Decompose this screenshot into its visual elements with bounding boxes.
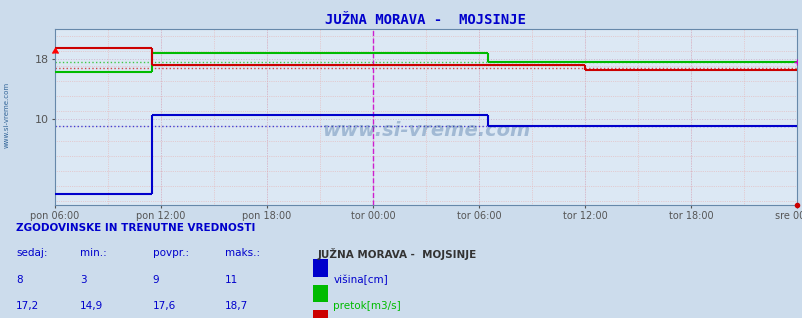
Text: ZGODOVINSKE IN TRENUTNE VREDNOSTI: ZGODOVINSKE IN TRENUTNE VREDNOSTI — [16, 223, 255, 232]
Text: višina[cm]: višina[cm] — [333, 275, 387, 286]
Text: www.si-vreme.com: www.si-vreme.com — [3, 81, 10, 148]
Text: 9: 9 — [152, 275, 159, 285]
Title: JUŽNA MORAVA -  MOJSINJE: JUŽNA MORAVA - MOJSINJE — [325, 13, 526, 27]
Text: 8: 8 — [16, 275, 22, 285]
Text: www.si-vreme.com: www.si-vreme.com — [322, 121, 529, 141]
Text: JUŽNA MORAVA -  MOJSINJE: JUŽNA MORAVA - MOJSINJE — [317, 248, 476, 260]
Text: 3: 3 — [80, 275, 87, 285]
Text: 18,7: 18,7 — [225, 301, 248, 310]
Text: povpr.:: povpr.: — [152, 248, 188, 258]
Text: 11: 11 — [225, 275, 238, 285]
Text: maks.:: maks.: — [225, 248, 260, 258]
Text: 14,9: 14,9 — [80, 301, 103, 310]
Text: min.:: min.: — [80, 248, 107, 258]
Text: sedaj:: sedaj: — [16, 248, 47, 258]
Text: pretok[m3/s]: pretok[m3/s] — [333, 301, 400, 310]
Text: 17,2: 17,2 — [16, 301, 39, 310]
Text: 17,6: 17,6 — [152, 301, 176, 310]
